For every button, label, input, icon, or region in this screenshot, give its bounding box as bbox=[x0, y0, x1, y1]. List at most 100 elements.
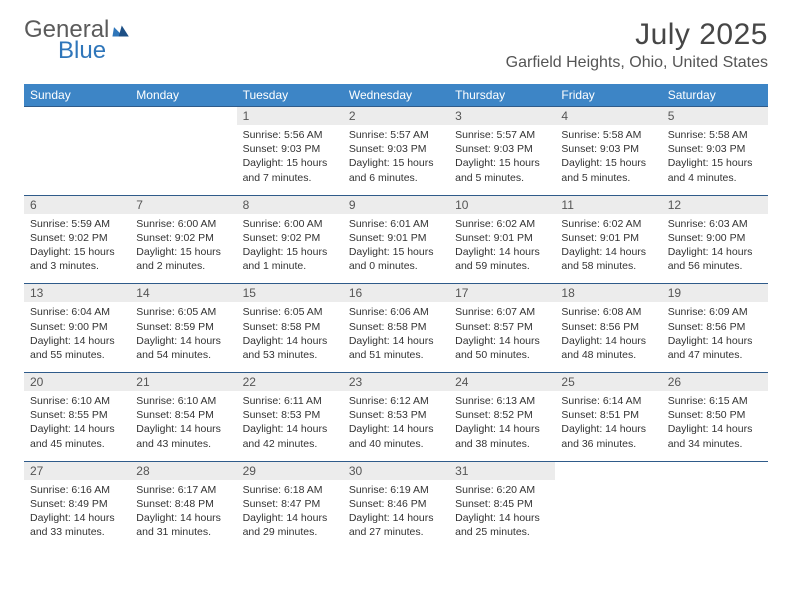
daylight-text: Daylight: 14 hours and 56 minutes. bbox=[668, 245, 762, 273]
sunrise-text: Sunrise: 6:00 AM bbox=[243, 217, 337, 231]
daylight-text: Daylight: 15 hours and 5 minutes. bbox=[455, 156, 549, 184]
sunset-text: Sunset: 8:53 PM bbox=[349, 408, 443, 422]
day-body-empty bbox=[662, 479, 768, 537]
sunrise-text: Sunrise: 5:57 AM bbox=[349, 128, 443, 142]
calendar-day-cell: 17Sunrise: 6:07 AMSunset: 8:57 PMDayligh… bbox=[449, 283, 555, 372]
calendar-week-row: 27Sunrise: 6:16 AMSunset: 8:49 PMDayligh… bbox=[24, 461, 768, 550]
daylight-text: Daylight: 14 hours and 53 minutes. bbox=[243, 334, 337, 362]
day-body: Sunrise: 6:03 AMSunset: 9:00 PMDaylight:… bbox=[662, 214, 768, 284]
sunrise-text: Sunrise: 6:17 AM bbox=[136, 483, 230, 497]
calendar-day-cell: 18Sunrise: 6:08 AMSunset: 8:56 PMDayligh… bbox=[555, 283, 661, 372]
day-body: Sunrise: 6:06 AMSunset: 8:58 PMDaylight:… bbox=[343, 302, 449, 372]
day-number: 26 bbox=[662, 372, 768, 391]
location: Garfield Heights, Ohio, United States bbox=[506, 54, 768, 72]
daylight-text: Daylight: 14 hours and 38 minutes. bbox=[455, 422, 549, 450]
day-body: Sunrise: 6:18 AMSunset: 8:47 PMDaylight:… bbox=[237, 480, 343, 550]
sunrise-text: Sunrise: 5:59 AM bbox=[30, 217, 124, 231]
sunrise-text: Sunrise: 6:14 AM bbox=[561, 394, 655, 408]
sunset-text: Sunset: 8:57 PM bbox=[455, 320, 549, 334]
sunset-text: Sunset: 8:59 PM bbox=[136, 320, 230, 334]
day-number: 6 bbox=[24, 195, 130, 214]
weekday-header: Friday bbox=[555, 84, 661, 106]
calendar-day-cell: 12Sunrise: 6:03 AMSunset: 9:00 PMDayligh… bbox=[662, 195, 768, 284]
day-body: Sunrise: 6:07 AMSunset: 8:57 PMDaylight:… bbox=[449, 302, 555, 372]
daylight-text: Daylight: 15 hours and 0 minutes. bbox=[349, 245, 443, 273]
day-number: 20 bbox=[24, 372, 130, 391]
day-body: Sunrise: 6:08 AMSunset: 8:56 PMDaylight:… bbox=[555, 302, 661, 372]
calendar-day-cell: 21Sunrise: 6:10 AMSunset: 8:54 PMDayligh… bbox=[130, 372, 236, 461]
daylight-text: Daylight: 14 hours and 36 minutes. bbox=[561, 422, 655, 450]
day-number-empty bbox=[130, 106, 236, 124]
sunrise-text: Sunrise: 6:02 AM bbox=[455, 217, 549, 231]
day-body: Sunrise: 6:01 AMSunset: 9:01 PMDaylight:… bbox=[343, 214, 449, 284]
calendar-week-row: 13Sunrise: 6:04 AMSunset: 9:00 PMDayligh… bbox=[24, 283, 768, 372]
sunset-text: Sunset: 9:02 PM bbox=[136, 231, 230, 245]
calendar-day-cell: 24Sunrise: 6:13 AMSunset: 8:52 PMDayligh… bbox=[449, 372, 555, 461]
daylight-text: Daylight: 14 hours and 43 minutes. bbox=[136, 422, 230, 450]
daylight-text: Daylight: 14 hours and 31 minutes. bbox=[136, 511, 230, 539]
sunset-text: Sunset: 8:58 PM bbox=[243, 320, 337, 334]
day-body: Sunrise: 6:20 AMSunset: 8:45 PMDaylight:… bbox=[449, 480, 555, 550]
day-body: Sunrise: 6:14 AMSunset: 8:51 PMDaylight:… bbox=[555, 391, 661, 461]
day-number: 9 bbox=[343, 195, 449, 214]
logo-mark-icon bbox=[111, 19, 131, 43]
day-body: Sunrise: 5:57 AMSunset: 9:03 PMDaylight:… bbox=[343, 125, 449, 195]
sunset-text: Sunset: 8:52 PM bbox=[455, 408, 549, 422]
sunset-text: Sunset: 9:01 PM bbox=[455, 231, 549, 245]
day-number: 5 bbox=[662, 106, 768, 125]
day-body: Sunrise: 6:05 AMSunset: 8:59 PMDaylight:… bbox=[130, 302, 236, 372]
calendar-table: Sunday Monday Tuesday Wednesday Thursday… bbox=[24, 84, 768, 549]
sunrise-text: Sunrise: 6:11 AM bbox=[243, 394, 337, 408]
calendar-day-cell: 19Sunrise: 6:09 AMSunset: 8:56 PMDayligh… bbox=[662, 283, 768, 372]
calendar-day-cell: 13Sunrise: 6:04 AMSunset: 9:00 PMDayligh… bbox=[24, 283, 130, 372]
calendar-day-cell bbox=[130, 106, 236, 195]
day-body-empty bbox=[130, 124, 236, 182]
day-body: Sunrise: 5:58 AMSunset: 9:03 PMDaylight:… bbox=[555, 125, 661, 195]
sunrise-text: Sunrise: 6:05 AM bbox=[136, 305, 230, 319]
day-body: Sunrise: 6:00 AMSunset: 9:02 PMDaylight:… bbox=[237, 214, 343, 284]
day-number: 11 bbox=[555, 195, 661, 214]
sunset-text: Sunset: 9:03 PM bbox=[349, 142, 443, 156]
calendar-day-cell: 5Sunrise: 5:58 AMSunset: 9:03 PMDaylight… bbox=[662, 106, 768, 195]
day-number-empty bbox=[24, 106, 130, 124]
day-number: 14 bbox=[130, 283, 236, 302]
daylight-text: Daylight: 14 hours and 45 minutes. bbox=[30, 422, 124, 450]
day-body: Sunrise: 6:04 AMSunset: 9:00 PMDaylight:… bbox=[24, 302, 130, 372]
daylight-text: Daylight: 14 hours and 59 minutes. bbox=[455, 245, 549, 273]
day-body-empty bbox=[24, 124, 130, 182]
day-number-empty bbox=[662, 461, 768, 479]
calendar-body: 1Sunrise: 5:56 AMSunset: 9:03 PMDaylight… bbox=[24, 106, 768, 549]
sunset-text: Sunset: 8:51 PM bbox=[561, 408, 655, 422]
weekday-header: Thursday bbox=[449, 84, 555, 106]
daylight-text: Daylight: 14 hours and 34 minutes. bbox=[668, 422, 762, 450]
day-number: 13 bbox=[24, 283, 130, 302]
calendar-day-cell: 1Sunrise: 5:56 AMSunset: 9:03 PMDaylight… bbox=[237, 106, 343, 195]
sunrise-text: Sunrise: 6:18 AM bbox=[243, 483, 337, 497]
daylight-text: Daylight: 14 hours and 51 minutes. bbox=[349, 334, 443, 362]
sunset-text: Sunset: 8:54 PM bbox=[136, 408, 230, 422]
sunset-text: Sunset: 8:49 PM bbox=[30, 497, 124, 511]
daylight-text: Daylight: 14 hours and 40 minutes. bbox=[349, 422, 443, 450]
daylight-text: Daylight: 15 hours and 7 minutes. bbox=[243, 156, 337, 184]
day-number: 24 bbox=[449, 372, 555, 391]
day-number: 2 bbox=[343, 106, 449, 125]
calendar-day-cell bbox=[662, 461, 768, 550]
daylight-text: Daylight: 14 hours and 42 minutes. bbox=[243, 422, 337, 450]
sunrise-text: Sunrise: 6:03 AM bbox=[668, 217, 762, 231]
sunset-text: Sunset: 9:02 PM bbox=[243, 231, 337, 245]
daylight-text: Daylight: 15 hours and 6 minutes. bbox=[349, 156, 443, 184]
weekday-header: Saturday bbox=[662, 84, 768, 106]
daylight-text: Daylight: 14 hours and 54 minutes. bbox=[136, 334, 230, 362]
daylight-text: Daylight: 14 hours and 50 minutes. bbox=[455, 334, 549, 362]
sunrise-text: Sunrise: 6:05 AM bbox=[243, 305, 337, 319]
day-number: 27 bbox=[24, 461, 130, 480]
day-body: Sunrise: 5:56 AMSunset: 9:03 PMDaylight:… bbox=[237, 125, 343, 195]
sunset-text: Sunset: 8:45 PM bbox=[455, 497, 549, 511]
sunrise-text: Sunrise: 6:06 AM bbox=[349, 305, 443, 319]
day-number: 12 bbox=[662, 195, 768, 214]
day-body: Sunrise: 6:19 AMSunset: 8:46 PMDaylight:… bbox=[343, 480, 449, 550]
sunrise-text: Sunrise: 6:00 AM bbox=[136, 217, 230, 231]
calendar-day-cell: 23Sunrise: 6:12 AMSunset: 8:53 PMDayligh… bbox=[343, 372, 449, 461]
day-number: 28 bbox=[130, 461, 236, 480]
day-number: 22 bbox=[237, 372, 343, 391]
